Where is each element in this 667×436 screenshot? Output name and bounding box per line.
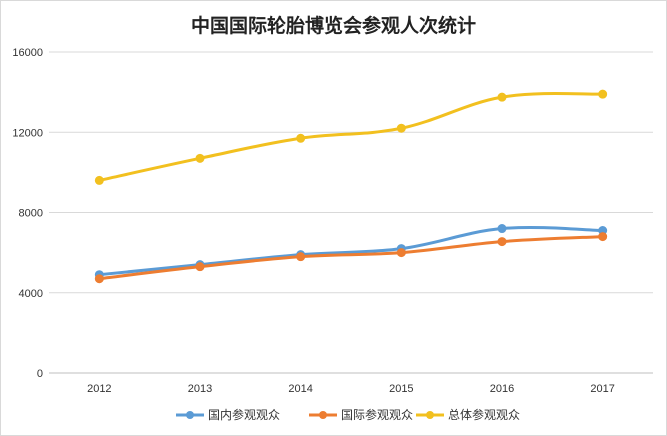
legend-swatch-marker xyxy=(319,411,327,419)
x-tick-label: 2015 xyxy=(389,383,413,395)
data-point xyxy=(94,274,104,284)
series-line xyxy=(99,235,603,281)
x-axis-ticks: 2012 2013 2014 2015 2016 2017 xyxy=(87,383,615,395)
y-tick-label: 8000 xyxy=(19,208,43,220)
data-point xyxy=(497,92,507,102)
gridlines xyxy=(49,51,653,374)
data-point xyxy=(195,153,205,163)
series-line xyxy=(99,225,603,277)
data-point xyxy=(396,248,406,258)
legend-swatch-marker xyxy=(186,411,194,419)
y-axis-ticks: 0 4000 8000 12000 16000 xyxy=(12,47,43,380)
chart-title: 中国国际轮胎博览会参观人次统计 xyxy=(190,15,476,37)
y-tick-label: 16000 xyxy=(12,47,43,59)
x-tick-label: 2017 xyxy=(590,383,614,395)
data-point xyxy=(497,224,507,234)
legend-label: 国际参观观众 xyxy=(341,407,413,422)
series-lines xyxy=(94,89,608,284)
x-tick-label: 2012 xyxy=(87,383,111,395)
y-tick-label: 0 xyxy=(37,368,43,380)
legend-item: 国内参观观众 xyxy=(176,407,280,422)
data-point xyxy=(598,89,608,99)
legend-item: 总体参观观众 xyxy=(416,407,520,422)
x-tick-label: 2016 xyxy=(490,383,514,395)
legend-label: 国内参观观众 xyxy=(208,407,280,422)
data-point xyxy=(195,262,205,272)
legend: 国内参观观众 国际参观观众 总体参观观众 xyxy=(176,407,520,422)
x-tick-label: 2014 xyxy=(288,383,312,395)
legend-swatch-marker xyxy=(426,411,434,419)
x-tick-label: 2013 xyxy=(188,383,212,395)
data-point xyxy=(598,232,608,242)
data-point xyxy=(296,252,306,262)
data-point xyxy=(94,175,104,185)
y-tick-label: 4000 xyxy=(19,288,43,300)
series-line xyxy=(99,92,603,182)
data-point xyxy=(396,123,406,133)
series-3 xyxy=(94,89,608,185)
series-2 xyxy=(94,232,608,284)
legend-label: 总体参观观众 xyxy=(448,407,520,422)
legend-item: 国际参观观众 xyxy=(309,407,413,422)
y-tick-label: 12000 xyxy=(12,127,43,139)
data-point xyxy=(497,237,507,247)
data-point xyxy=(296,133,306,143)
